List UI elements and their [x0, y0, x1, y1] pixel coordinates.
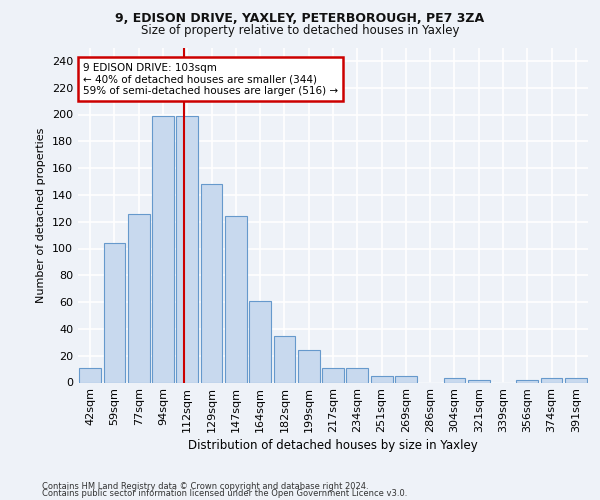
- Bar: [322, 368, 344, 382]
- Bar: [541, 378, 562, 382]
- Bar: [152, 116, 174, 382]
- Bar: [443, 378, 466, 382]
- Bar: [371, 376, 392, 382]
- Bar: [395, 376, 417, 382]
- Bar: [274, 336, 295, 382]
- Text: Contains HM Land Registry data © Crown copyright and database right 2024.: Contains HM Land Registry data © Crown c…: [42, 482, 368, 491]
- Bar: [346, 368, 368, 382]
- Bar: [249, 301, 271, 382]
- Bar: [128, 214, 149, 382]
- Bar: [565, 378, 587, 382]
- Bar: [225, 216, 247, 382]
- Bar: [79, 368, 101, 382]
- Text: Contains public sector information licensed under the Open Government Licence v3: Contains public sector information licen…: [42, 490, 407, 498]
- Bar: [200, 184, 223, 382]
- Bar: [298, 350, 320, 382]
- Bar: [468, 380, 490, 382]
- Text: Size of property relative to detached houses in Yaxley: Size of property relative to detached ho…: [141, 24, 459, 37]
- X-axis label: Distribution of detached houses by size in Yaxley: Distribution of detached houses by size …: [188, 440, 478, 452]
- Bar: [517, 380, 538, 382]
- Text: 9, EDISON DRIVE, YAXLEY, PETERBOROUGH, PE7 3ZA: 9, EDISON DRIVE, YAXLEY, PETERBOROUGH, P…: [115, 12, 485, 26]
- Bar: [176, 116, 198, 382]
- Text: 9 EDISON DRIVE: 103sqm
← 40% of detached houses are smaller (344)
59% of semi-de: 9 EDISON DRIVE: 103sqm ← 40% of detached…: [83, 62, 338, 96]
- Bar: [104, 243, 125, 382]
- Y-axis label: Number of detached properties: Number of detached properties: [37, 128, 46, 302]
